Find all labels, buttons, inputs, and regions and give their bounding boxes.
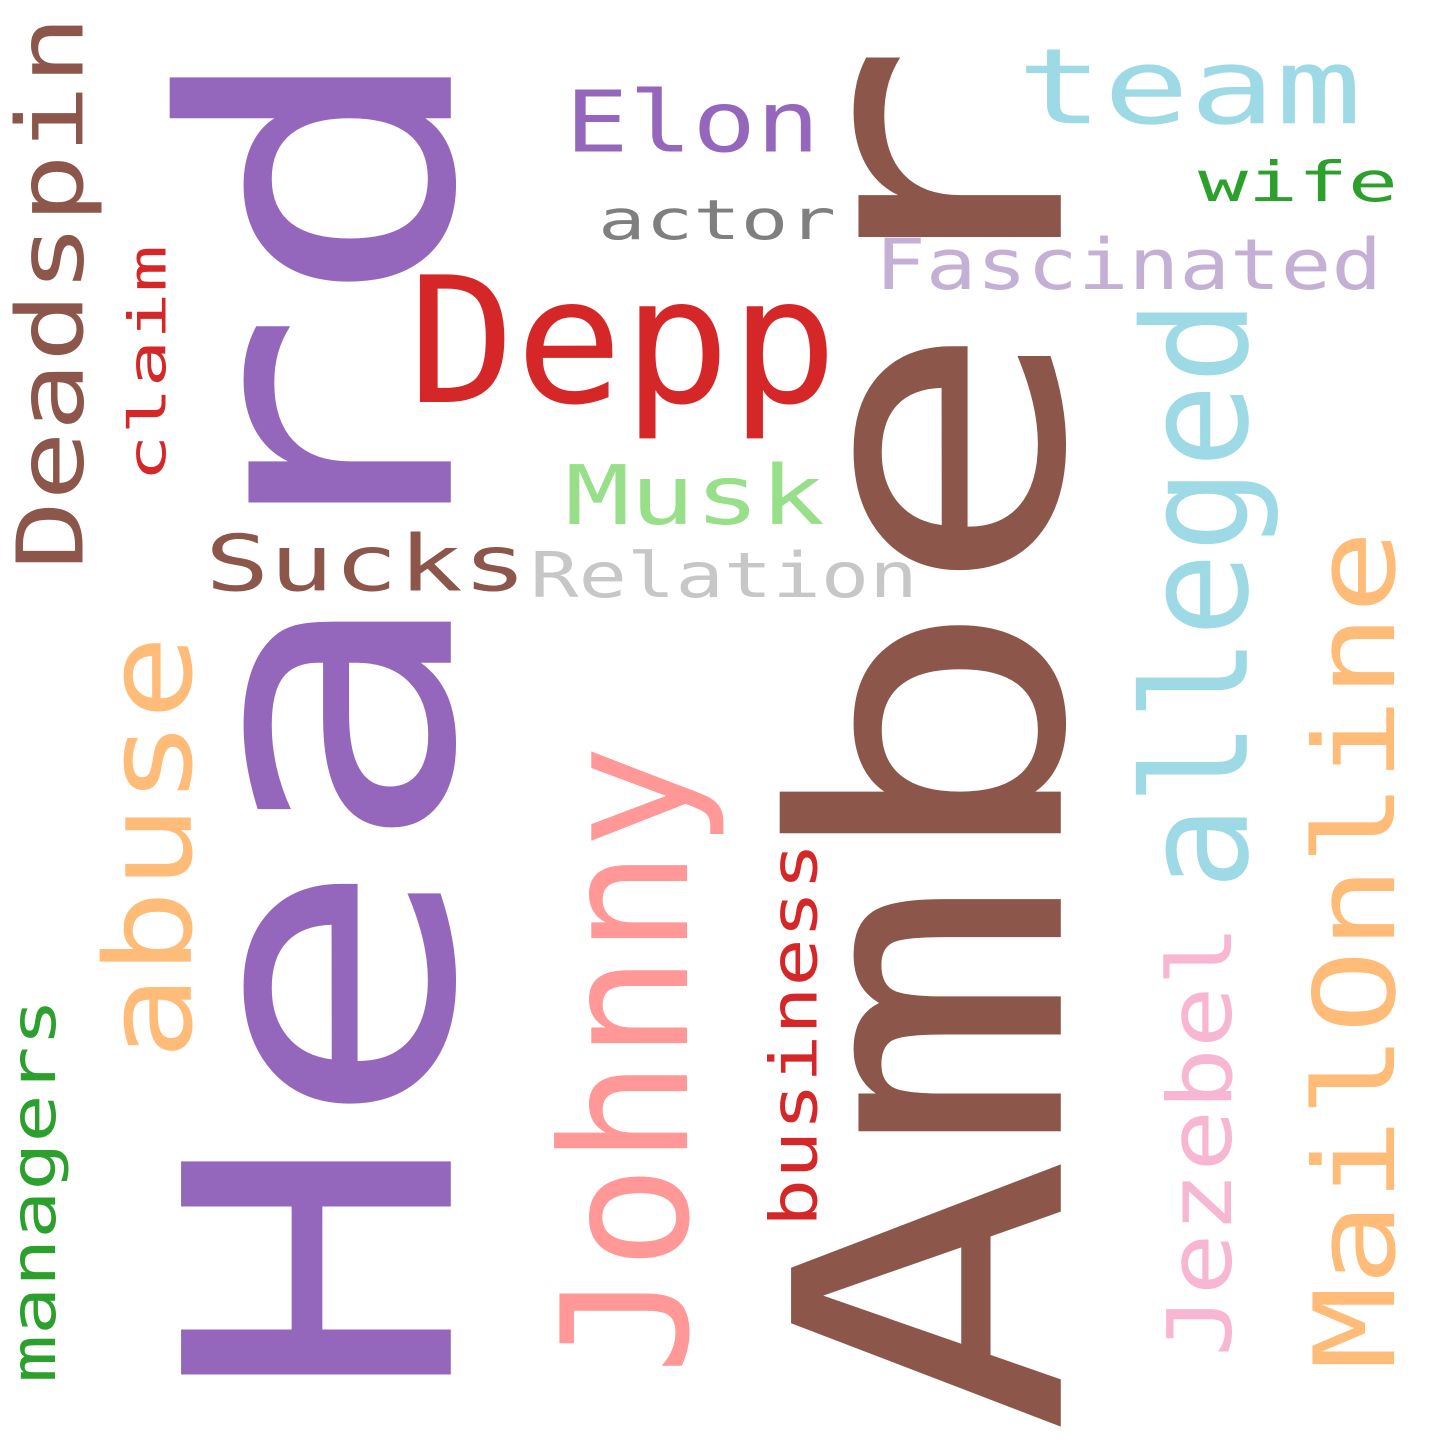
word-deadspin: Deadspin (0, 15, 105, 570)
word-wife: wife (1198, 150, 1398, 215)
word-claim: claim (117, 244, 179, 482)
word-team: team (1017, 25, 1362, 149)
word-alleged: alleged (1111, 299, 1282, 890)
word-jezebel: Jezebel (1149, 924, 1253, 1357)
word-elon: Elon (565, 72, 820, 172)
word-business: business (756, 842, 833, 1227)
word-fascinated: Fascinated (875, 223, 1383, 306)
word-abuse: abuse (79, 634, 220, 1060)
word-depp: Depp (408, 239, 838, 444)
word-sucks: Sucks (205, 517, 528, 610)
word-johnny: Johnny (524, 744, 729, 1375)
word-relation: Relation (530, 539, 918, 612)
word-managers: managers (0, 998, 70, 1383)
word-actor: actor (598, 188, 837, 253)
word-musk: Musk (565, 447, 825, 544)
word-mailonline: MailOnline (1289, 529, 1421, 1370)
